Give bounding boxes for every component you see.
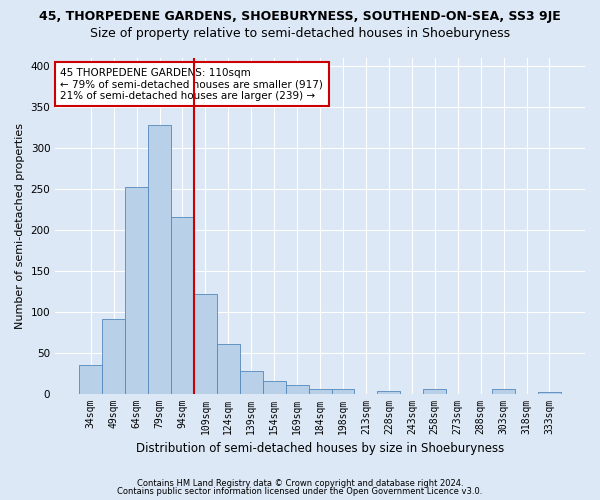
Bar	[308, 390, 332, 394]
Text: Size of property relative to semi-detached houses in Shoeburyness: Size of property relative to semi-detach…	[90, 28, 510, 40]
Bar	[423, 390, 446, 394]
Bar	[102, 319, 125, 394]
Bar	[240, 372, 263, 394]
Bar	[148, 124, 171, 394]
Bar	[217, 344, 240, 394]
Text: Contains public sector information licensed under the Open Government Licence v3: Contains public sector information licen…	[118, 487, 482, 496]
Bar	[538, 392, 561, 394]
Bar	[377, 391, 400, 394]
Bar	[332, 390, 355, 394]
X-axis label: Distribution of semi-detached houses by size in Shoeburyness: Distribution of semi-detached houses by …	[136, 442, 504, 455]
Y-axis label: Number of semi-detached properties: Number of semi-detached properties	[15, 122, 25, 328]
Text: 45 THORPEDENE GARDENS: 110sqm
← 79% of semi-detached houses are smaller (917)
21: 45 THORPEDENE GARDENS: 110sqm ← 79% of s…	[61, 68, 323, 101]
Text: 45, THORPEDENE GARDENS, SHOEBURYNESS, SOUTHEND-ON-SEA, SS3 9JE: 45, THORPEDENE GARDENS, SHOEBURYNESS, SO…	[39, 10, 561, 23]
Text: Contains HM Land Registry data © Crown copyright and database right 2024.: Contains HM Land Registry data © Crown c…	[137, 478, 463, 488]
Bar	[171, 218, 194, 394]
Bar	[492, 390, 515, 394]
Bar	[286, 384, 308, 394]
Bar	[125, 187, 148, 394]
Bar	[194, 294, 217, 394]
Bar	[79, 365, 102, 394]
Bar	[263, 382, 286, 394]
